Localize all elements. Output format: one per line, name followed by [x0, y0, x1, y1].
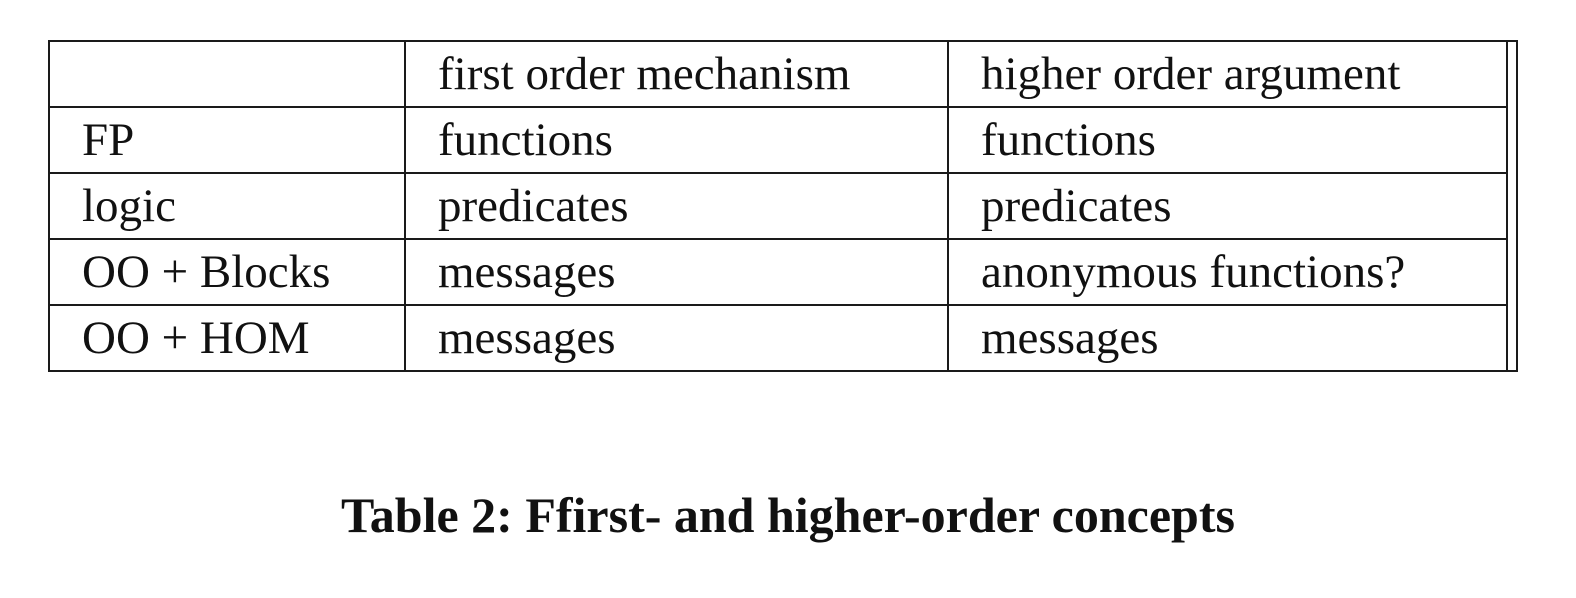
table-row: OO + Blocks messages anonymous functions… — [50, 238, 1508, 306]
row-label-cell: logic — [50, 172, 406, 240]
table-row: logic predicates predicates — [50, 172, 1508, 240]
header-cell-higher-order: higher order argument — [947, 42, 1508, 108]
row-label-cell: OO + HOM — [50, 304, 406, 370]
header-cell-first-order: first order mechanism — [404, 42, 949, 108]
table-caption: Table 2: Ffirst- and higher-order concep… — [341, 487, 1235, 543]
table-cell: anonymous functions? — [947, 238, 1508, 306]
header-cell-empty — [50, 42, 406, 108]
table-header-row: first order mechanism higher order argum… — [50, 42, 1508, 108]
table-cell: messages — [947, 304, 1508, 370]
concepts-table: first order mechanism higher order argum… — [50, 42, 1508, 370]
table-cell: messages — [404, 304, 949, 370]
table-cell: functions — [947, 106, 1508, 174]
table-row: OO + HOM messages messages — [50, 304, 1508, 370]
row-label-cell: FP — [50, 106, 406, 174]
table-cell: predicates — [947, 172, 1508, 240]
row-label-cell: OO + Blocks — [50, 238, 406, 306]
concepts-table-frame: first order mechanism higher order argum… — [48, 40, 1518, 372]
table-cell: predicates — [404, 172, 949, 240]
table-row: FP functions functions — [50, 106, 1508, 174]
table-cell: messages — [404, 238, 949, 306]
table-cell: functions — [404, 106, 949, 174]
